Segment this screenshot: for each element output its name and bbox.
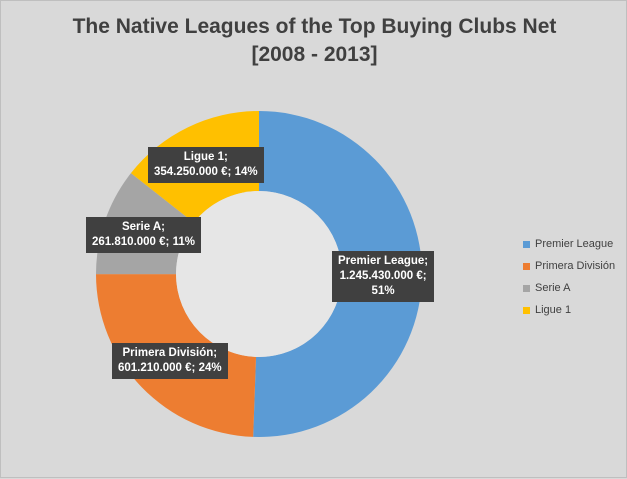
legend-swatch	[523, 240, 530, 248]
legend-item-ligue-1: Ligue 1	[523, 299, 615, 321]
legend-item-premier-league: Premier League	[523, 233, 615, 255]
data-label-primera-division: Primera División; 601.210.000 €; 24%	[112, 343, 228, 379]
chart-title-line1: The Native Leagues of the Top Buying Clu…	[72, 15, 557, 38]
legend-item-primera-division: Primera División	[523, 255, 615, 277]
legend-swatch	[523, 306, 530, 314]
data-label-serie-a: Serie A; 261.810.000 €; 11%	[86, 217, 201, 253]
legend-item-serie-a: Serie A	[523, 277, 615, 299]
legend-label: Primera División	[535, 260, 616, 272]
legend: Premier League Primera División Serie A Lig…	[523, 233, 615, 321]
chart-subtitle: [2008 - 2013]	[251, 43, 378, 66]
legend-swatch	[523, 284, 530, 292]
doughnut-hole	[176, 191, 342, 357]
data-label-value-percent: 261.810.000 €; 11%	[92, 236, 195, 248]
data-label-category: Ligue 1;	[183, 151, 228, 163]
data-label-category: Premier League;	[338, 255, 429, 267]
data-label-value: 1.245.430.000 €;	[339, 270, 427, 282]
legend-label: Serie A	[535, 282, 571, 294]
chart-title: The Native Leagues of the Top Buying Clu…	[1, 13, 627, 69]
data-label-ligue-1: Ligue 1; 354.250.000 €; 14%	[148, 147, 264, 183]
data-label-category: Primera División;	[122, 347, 218, 359]
legend-swatch	[523, 262, 530, 270]
data-label-category: Serie A;	[121, 221, 165, 233]
legend-label: Premier League	[535, 238, 614, 250]
data-label-value-percent: 354.250.000 €; 14%	[154, 166, 258, 178]
slice-premier-league	[253, 111, 423, 437]
data-label-value-percent: 601.210.000 €; 24%	[118, 362, 222, 374]
data-label-percent: 51%	[371, 285, 395, 297]
data-label-premier-league: Premier League; 1.245.430.000 €; 51%	[332, 251, 435, 302]
legend-label: Ligue 1	[535, 304, 572, 316]
